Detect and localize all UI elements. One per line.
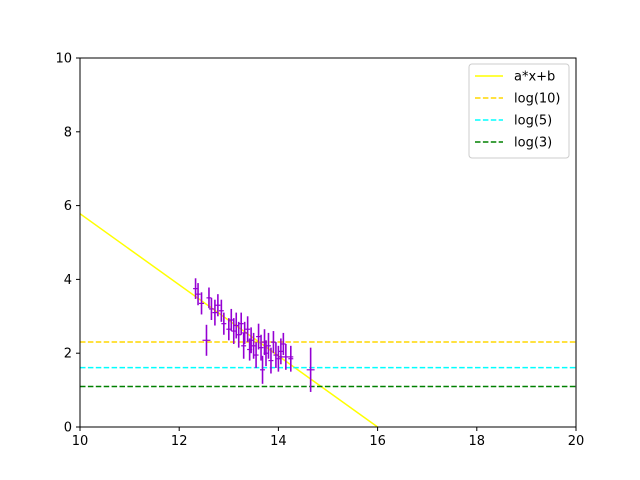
errorbar-point: [228, 308, 234, 332]
errorbar-point: [253, 342, 259, 368]
y-tick-label: 0: [64, 421, 72, 436]
errorbar-point: [263, 340, 269, 367]
legend-entry: log(5): [475, 114, 552, 129]
legend-entry: log(3): [475, 136, 552, 151]
errorbar-point: [212, 299, 218, 326]
legend-label: log(10): [514, 92, 561, 107]
errorbar-point: [233, 312, 239, 339]
legend-label: a*x+b: [514, 70, 555, 85]
errorbar-point: [260, 355, 266, 384]
x-tick-label: 10: [72, 434, 89, 449]
errorbar-point: [206, 287, 212, 309]
errorbar-point: [268, 347, 274, 374]
legend-label: log(5): [514, 114, 552, 129]
errorbar-point: [195, 283, 201, 306]
errorbar-point: [208, 297, 214, 320]
legend-entry: log(10): [475, 92, 561, 107]
errorbar-point: [238, 312, 244, 335]
errorbar-point: [202, 324, 211, 356]
errorbar-point: [236, 321, 242, 348]
x-tick-label: 14: [270, 434, 287, 449]
errorbar-point: [288, 345, 294, 372]
errorbar-point: [258, 334, 264, 361]
legend-entry: a*x+b: [475, 70, 555, 85]
y-tick-label: 2: [64, 347, 72, 362]
errorbar-point: [256, 323, 262, 350]
errorbar-point: [275, 345, 281, 372]
legend-label: log(3): [514, 136, 552, 151]
x-tick-label: 12: [171, 434, 188, 449]
x-tick-label: 18: [469, 434, 486, 449]
errorbar-point: [231, 318, 237, 344]
errorbar-point: [270, 331, 276, 354]
errorbar-point: [242, 321, 248, 344]
legend: a*x+b log(10) log(5) log(3): [468, 63, 570, 159]
legend-box: [468, 63, 570, 159]
errorbar-point: [193, 278, 199, 299]
x-tick-label: 16: [369, 434, 386, 449]
plot-area: [80, 213, 576, 427]
errorbar-point: [306, 347, 315, 392]
y-tick-label: 10: [55, 52, 72, 67]
errorbar-point: [241, 332, 247, 359]
errorbar-point: [199, 292, 204, 315]
y-tick-label: 6: [64, 199, 72, 214]
errorbar-point: [245, 316, 251, 343]
y-tick-label: 8: [64, 125, 72, 140]
errorbar-point: [278, 338, 284, 365]
errorbar-point: [251, 332, 257, 359]
errorbar-point: [226, 318, 232, 341]
errorbar-point: [218, 299, 224, 322]
errorbar-point: [248, 327, 254, 354]
axes: 10 12 14 16 18 20 0 2 4 6 8 10: [55, 52, 584, 450]
y-tick-label: 4: [64, 273, 72, 288]
errorbar-point: [221, 312, 227, 335]
errorbar-point: [266, 332, 271, 359]
errorbar-point: [273, 342, 279, 368]
x-tick-label: 20: [568, 434, 585, 449]
errorbar-point: [215, 294, 221, 317]
axes-frame: [79, 57, 577, 428]
errorbar-point: [280, 332, 286, 356]
